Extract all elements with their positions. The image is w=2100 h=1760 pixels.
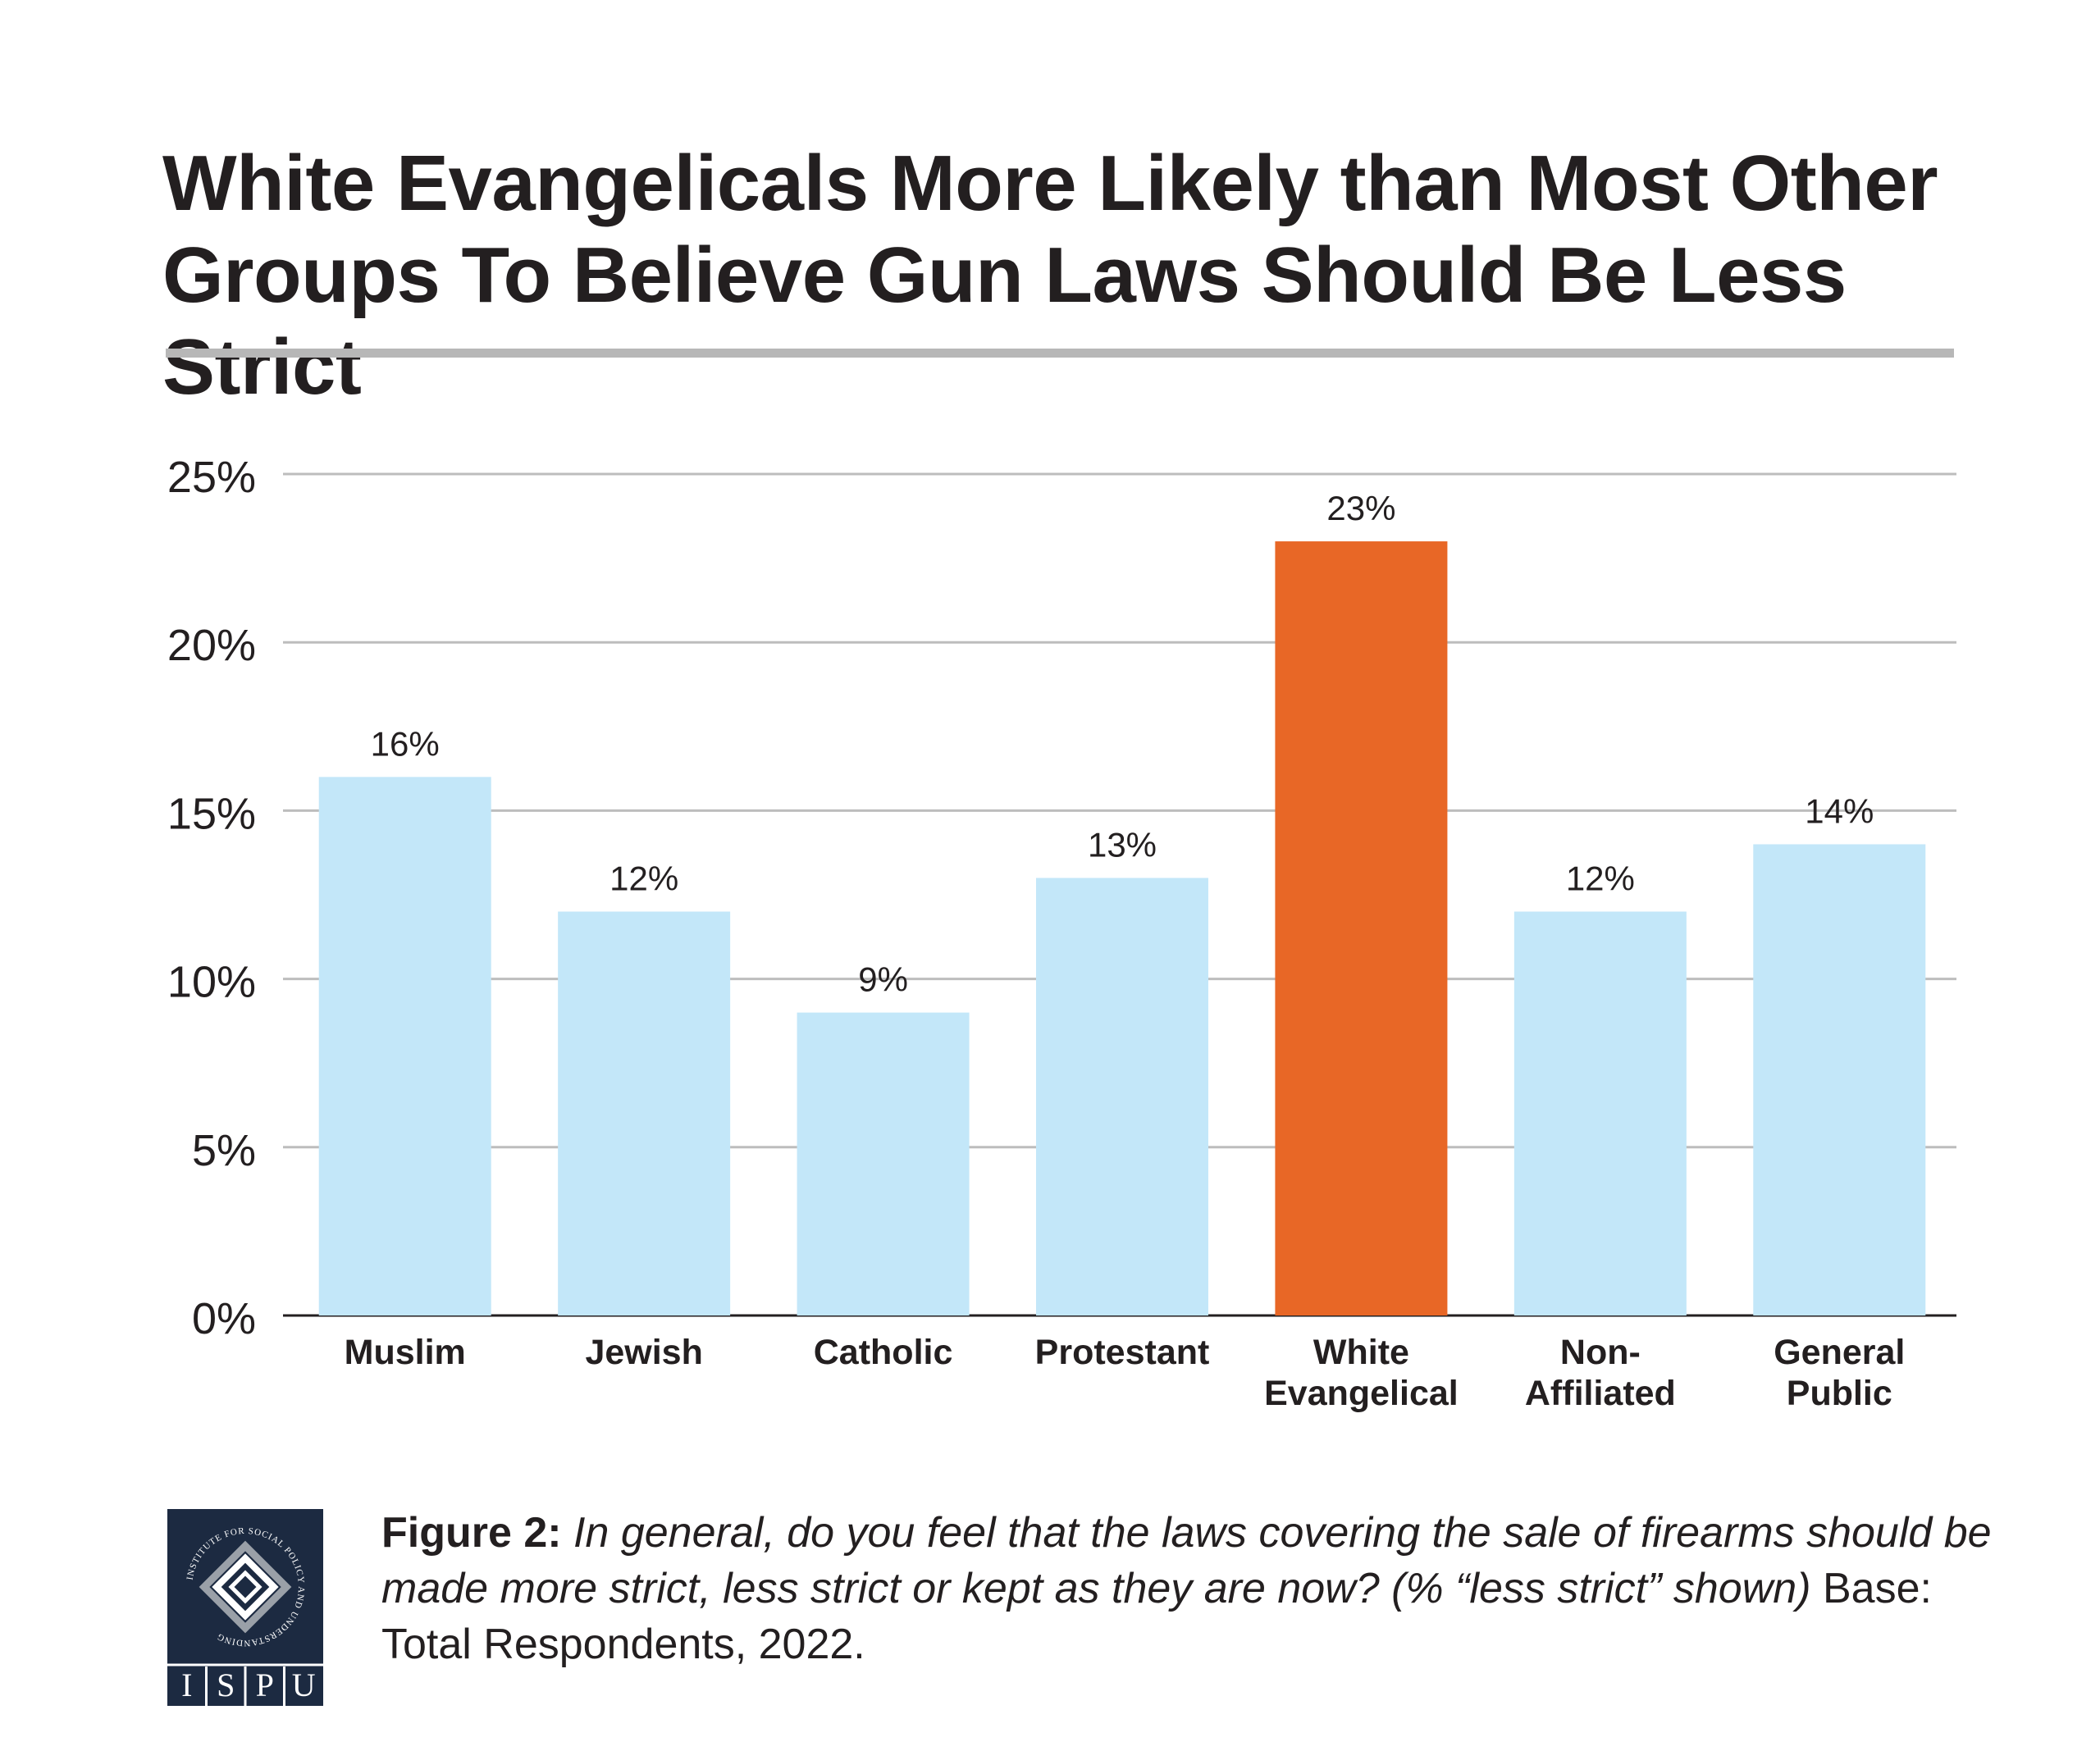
y-tick-label: 5% (192, 1126, 256, 1175)
figure-caption: Figure 2: In general, do you feel that t… (381, 1505, 2030, 1672)
y-tick-label: 20% (167, 621, 256, 670)
logo-letter: P (256, 1667, 274, 1703)
caption-question: In general, do you feel that the laws co… (381, 1509, 1992, 1612)
data-label: 23% (1326, 489, 1395, 527)
bar (558, 911, 731, 1315)
y-tick-label: 15% (167, 789, 256, 838)
bar (1513, 911, 1687, 1315)
x-axis-ticks: Muslim Jewish Catholic Protestant White Evang… (345, 1333, 1906, 1413)
caption-label: Figure 2: (381, 1509, 562, 1557)
data-label: 9% (858, 960, 908, 999)
bars (318, 541, 1926, 1315)
logo-letter: I (181, 1667, 192, 1703)
bar-chart: 0% 5% 10% 15% 20% 25% 16% 12% 9% 13% 23% 12% 14% Mu… (167, 453, 1956, 1413)
bar (1275, 541, 1448, 1315)
data-label: 16% (371, 724, 440, 763)
y-axis-ticks: 0% 5% 10% 15% 20% 25% (167, 453, 256, 1343)
title-divider (166, 349, 1954, 358)
data-label: 14% (1805, 791, 1874, 830)
x-tick-label: White Evangelical (1264, 1333, 1459, 1413)
diamond-icon (199, 1540, 292, 1634)
caption-base: Base: Total Respondents, 2022. (381, 1565, 1932, 1668)
logo-letter: S (217, 1667, 235, 1703)
bar (318, 777, 491, 1315)
x-tick-label: Non-Affiliated (1525, 1333, 1676, 1413)
y-tick-label: 10% (167, 958, 256, 1007)
bar (797, 1012, 970, 1315)
ispu-logo: INSTITUTE FOR SOCIAL POLICY AND UNDERSTA… (167, 1509, 323, 1706)
x-tick-label: Jewish (585, 1333, 702, 1372)
x-tick-label: Catholic (814, 1333, 953, 1372)
chart-title: White Evangelicals More Likely than Most… (162, 138, 2008, 413)
x-tick-label: Protestant (1035, 1333, 1210, 1372)
chart-title-line-2: Groups To Believe Gun Laws Should Be Les… (162, 231, 1847, 411)
x-tick-label: Muslim (345, 1333, 466, 1372)
bar (1753, 844, 1926, 1315)
x-tick-label: General Public (1774, 1333, 1905, 1413)
data-labels: 16% 12% 9% 13% 23% 12% 14% (371, 489, 1874, 999)
y-tick-label: 25% (167, 453, 256, 502)
data-label: 12% (1566, 859, 1635, 898)
bar (1036, 878, 1208, 1315)
data-label: 13% (1088, 825, 1157, 864)
logo-letter: U (292, 1667, 316, 1703)
y-tick-label: 0% (192, 1294, 256, 1343)
chart-title-line-1: White Evangelicals More Likely than Most… (162, 139, 1938, 227)
data-label: 12% (609, 859, 678, 898)
